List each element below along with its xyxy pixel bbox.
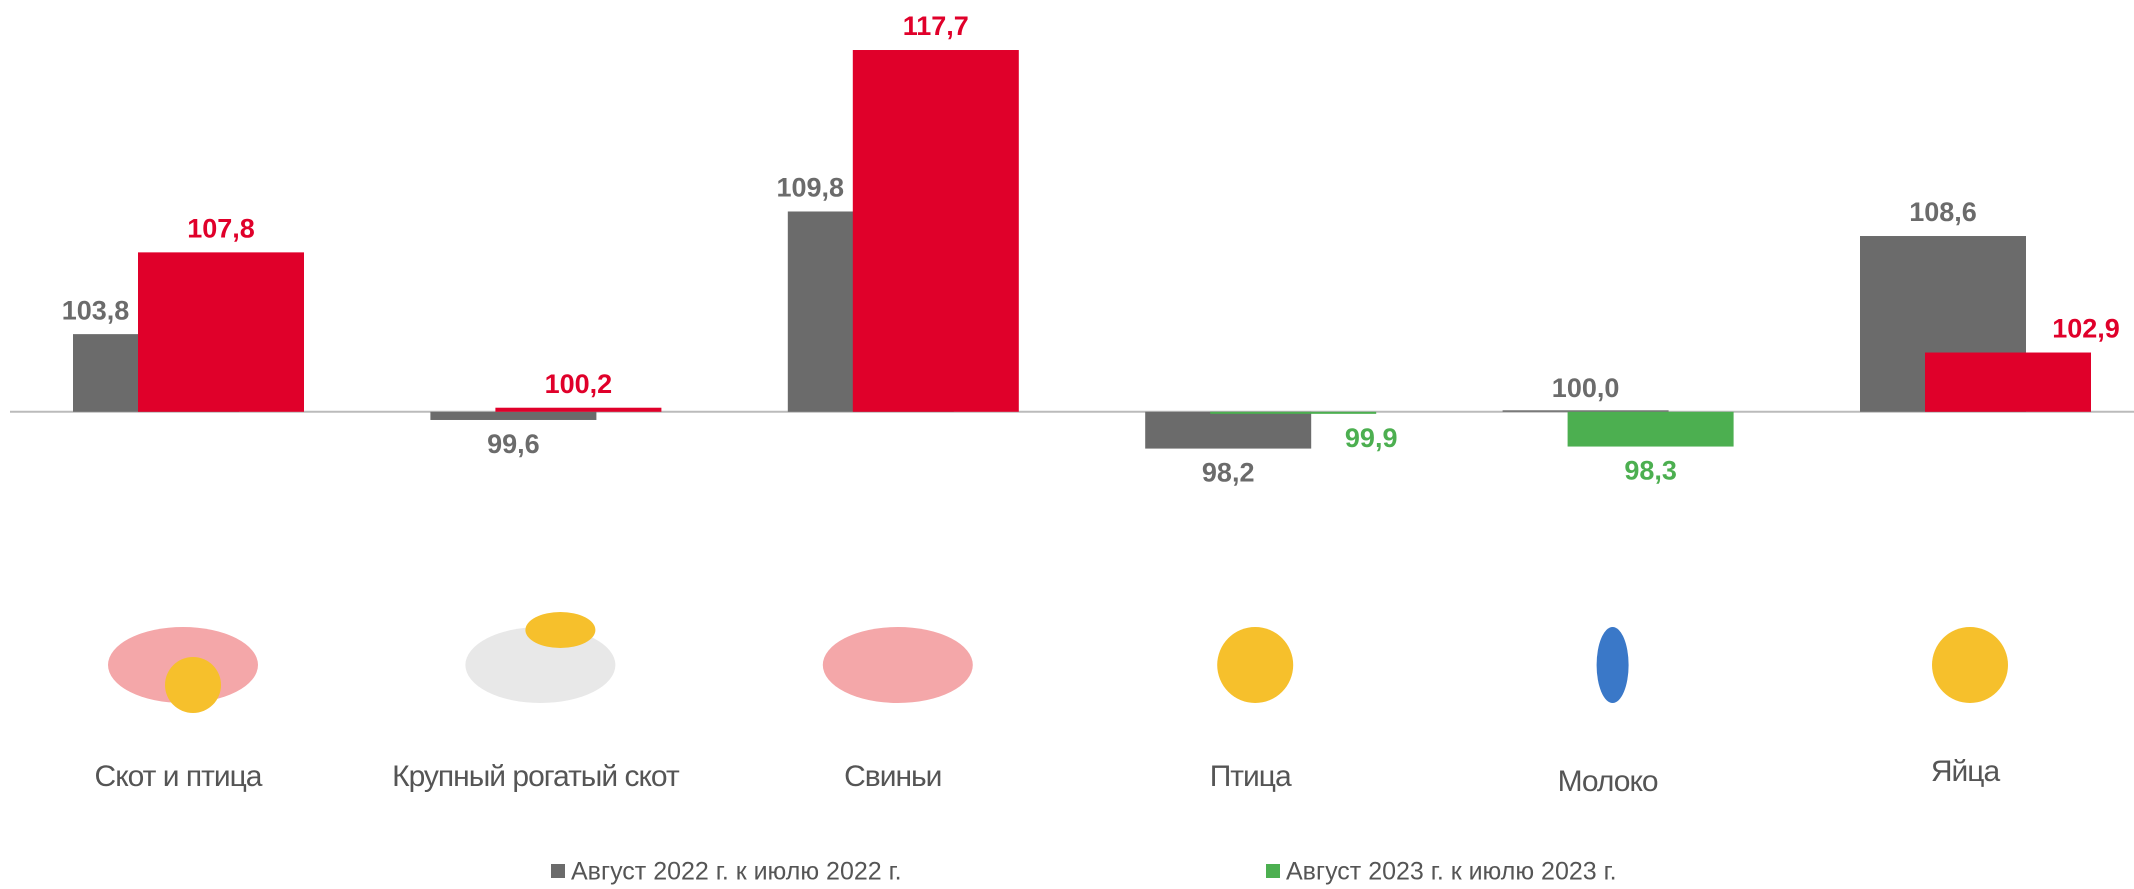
legend-label: Август 2023 г. к июлю 2023 г.	[1286, 858, 1617, 886]
category-icon	[1596, 627, 1629, 703]
icon-shape	[1217, 627, 1294, 703]
bar	[430, 411, 597, 420]
category-icon	[822, 627, 973, 703]
value-label: 117,7	[903, 11, 969, 41]
bar	[1210, 411, 1377, 414]
value-label: 102,9	[2052, 314, 2120, 344]
icon-shape	[822, 627, 973, 703]
value-label: 99,9	[1345, 423, 1398, 453]
value-label: 108,6	[1909, 197, 1977, 227]
bar	[1502, 410, 1669, 412]
value-label: 98,2	[1202, 458, 1255, 488]
bar	[1145, 411, 1312, 449]
category-label: Молоко	[1558, 765, 1658, 798]
category-label: Скот и птица	[95, 760, 263, 793]
bar	[1567, 411, 1734, 447]
legend-label: Август 2022 г. к июлю 2022 г.	[571, 858, 902, 886]
value-label: 99,6	[487, 429, 540, 459]
icon-shape	[165, 657, 221, 713]
icon-shape	[465, 627, 616, 703]
bar	[852, 50, 1019, 412]
bar	[495, 407, 662, 412]
category-icon	[1217, 627, 1294, 703]
icon-shape	[525, 612, 596, 648]
icon-shape	[1932, 627, 2008, 703]
category-icon	[1932, 627, 2008, 703]
bar	[1925, 352, 2091, 412]
category-label: Крупный рогатый скот	[392, 760, 680, 793]
category-label: Птица	[1210, 760, 1292, 793]
legend-swatch	[1266, 864, 1280, 878]
value-label: 100,0	[1552, 373, 1620, 403]
value-label: 100,2	[545, 369, 613, 399]
category-label: Свиньи	[844, 760, 941, 793]
category-label: Яйца	[1931, 755, 2001, 788]
icon-shape	[1596, 627, 1629, 703]
value-label: 98,3	[1624, 456, 1677, 486]
value-label: 109,8	[777, 173, 845, 203]
category-icon	[108, 627, 258, 713]
bar	[138, 252, 304, 412]
value-label: 107,8	[187, 213, 255, 243]
value-label: 103,8	[62, 295, 130, 325]
legend-swatch	[551, 864, 565, 878]
category-icon	[465, 612, 616, 703]
